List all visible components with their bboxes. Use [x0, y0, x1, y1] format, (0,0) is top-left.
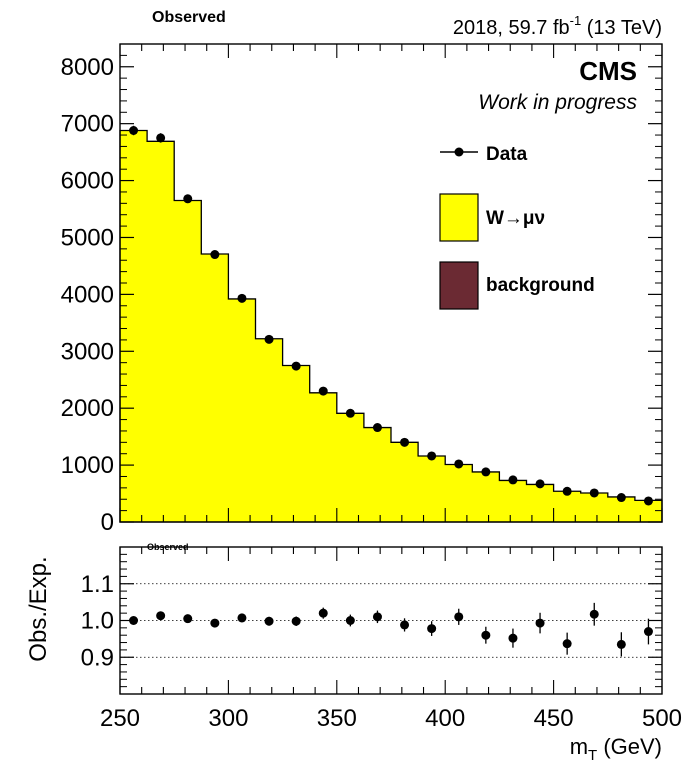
data-point	[210, 250, 220, 260]
ratio-point	[562, 639, 572, 649]
ratio-point	[210, 618, 220, 628]
ratio-points	[129, 602, 653, 657]
luminosity-label: 2018, 59.7 fb-1 (13 TeV)	[453, 13, 662, 39]
y-tick-label: 1000	[61, 452, 114, 479]
y-tick-label: 5000	[61, 224, 114, 251]
legend-signal-swatch	[439, 193, 479, 242]
y-tick-label: 4000	[61, 281, 114, 308]
ratio-point	[264, 616, 274, 626]
ratio-point	[372, 612, 382, 622]
data-point	[264, 334, 274, 344]
signal-stack-outline	[119, 129, 663, 523]
data-point	[156, 133, 166, 143]
legend-background-swatch	[439, 261, 479, 310]
data-point	[481, 467, 491, 477]
ratio-point	[454, 612, 464, 622]
work-in-progress-label: Work in progress	[478, 91, 637, 114]
ratio-point	[481, 630, 491, 640]
data-point	[372, 423, 382, 433]
legend-signal-label: W→μν	[486, 208, 545, 229]
legend: Data W→μν background	[439, 144, 595, 310]
ratio-point	[535, 618, 545, 628]
y-tick-label: 3000	[61, 338, 114, 365]
x-tick-label: 400	[425, 705, 465, 732]
data-point	[535, 479, 545, 489]
ratio-point	[291, 616, 301, 626]
ratio-y-tick-label: 1.0	[81, 608, 114, 635]
data-point	[589, 488, 599, 498]
ratio-y-tick-label: 1.1	[81, 571, 114, 598]
data-point	[616, 493, 626, 503]
ratio-y-tick-label: 0.9	[81, 644, 114, 671]
x-tick-label: 350	[317, 705, 357, 732]
main-axes: 0 1000 2000 3000 4000 5000 6000 7000 8000	[61, 44, 663, 536]
ratio-point	[589, 609, 599, 619]
legend-data-marker	[454, 147, 464, 157]
data-point	[291, 361, 301, 371]
data-point	[129, 125, 139, 135]
x-tick-label: 250	[100, 705, 140, 732]
data-point	[400, 437, 410, 447]
y-tick-label: 6000	[61, 168, 114, 195]
y-tick-label: 0	[101, 509, 114, 536]
y-tick-label: 2000	[61, 395, 114, 422]
ratio-y-axis-title: Obs./Exp.	[25, 556, 52, 661]
data-point	[562, 486, 572, 496]
ratio-point	[427, 624, 437, 634]
data-point	[183, 194, 193, 204]
x-tick-label: 450	[534, 705, 574, 732]
main-histogram	[119, 125, 663, 523]
cms-label: CMS	[579, 56, 637, 86]
data-point	[318, 386, 328, 396]
data-point	[427, 451, 437, 461]
ratio-point	[508, 633, 518, 643]
x-tick-label: 500	[642, 705, 682, 732]
data-point	[345, 408, 355, 418]
data-point	[454, 459, 464, 469]
legend-data-label: Data	[486, 144, 528, 165]
ratio-point	[318, 608, 328, 618]
ratio-gridlines	[120, 583, 662, 658]
ratio-point	[183, 614, 193, 624]
y-tick-label: 7000	[61, 111, 114, 138]
data-point	[508, 475, 518, 485]
legend-background-label: background	[486, 275, 595, 296]
data-point	[237, 293, 247, 303]
ratio-point	[616, 639, 626, 649]
ratio-point	[156, 611, 166, 621]
ratio-axes: 0.9 1.0 1.1 250 300 350 400 450 500	[81, 547, 682, 732]
ratio-point	[643, 627, 653, 637]
ratio-observed-label: Observed	[147, 542, 189, 552]
x-axis-title: mT (GeV)	[570, 734, 662, 764]
x-tick-label: 300	[208, 705, 248, 732]
ratio-point	[345, 616, 355, 625]
ratio-point	[237, 613, 247, 623]
y-tick-label: 8000	[61, 54, 114, 81]
data-point	[643, 496, 653, 506]
ratio-point	[400, 620, 410, 630]
observed-title-top: Observed	[152, 9, 226, 26]
